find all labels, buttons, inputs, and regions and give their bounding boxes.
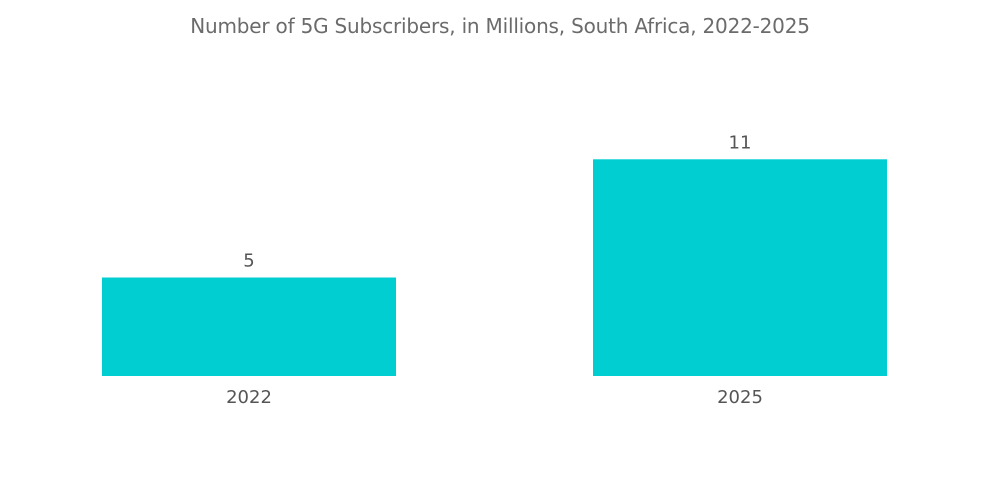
x-tick-label-2022: 2022 [226, 387, 272, 408]
data-label-2022: 5 [243, 251, 254, 272]
data-label-2025: 11 [729, 132, 752, 153]
bar-2022 [102, 277, 396, 376]
chart-title: Number of 5G Subscribers, in Millions, S… [190, 14, 810, 38]
bar-2025 [593, 159, 887, 376]
x-tick-label-2025: 2025 [717, 387, 763, 408]
